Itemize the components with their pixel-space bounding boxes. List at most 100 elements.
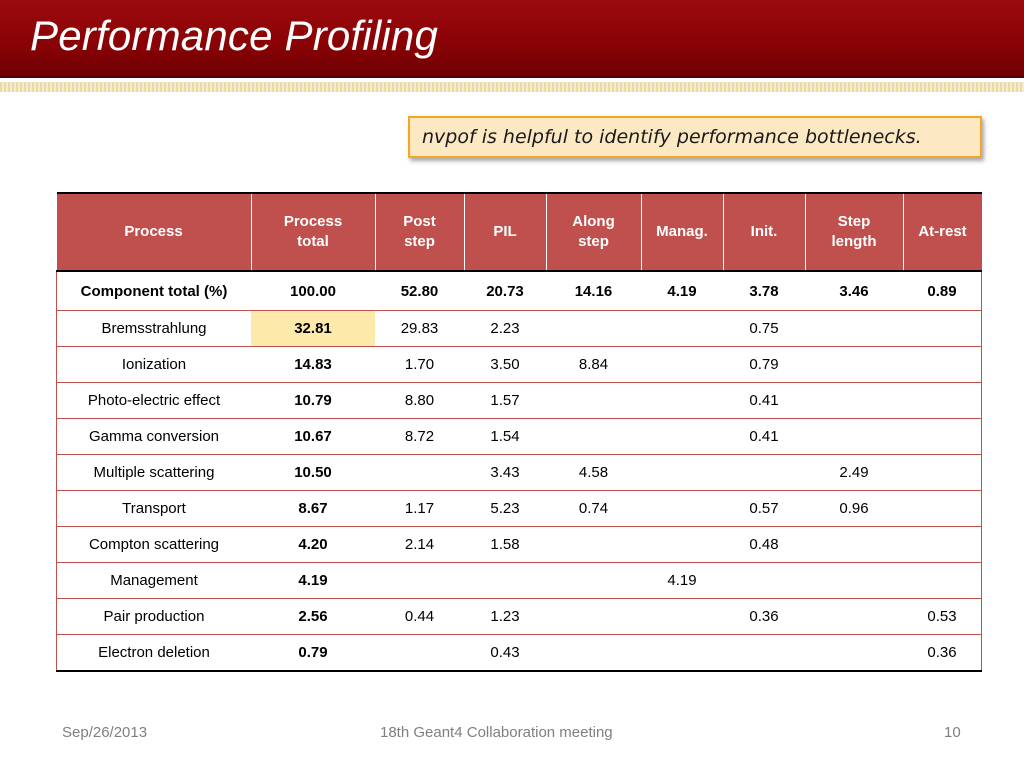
table-row: Ionization 14.83 1.70 3.50 8.84 0.79 <box>56 346 982 383</box>
cell-process-total: 100.00 <box>251 271 375 311</box>
header-process: Process <box>56 193 251 272</box>
cell-at-rest: 0.36 <box>903 634 982 672</box>
cell-process-total: 8.67 <box>251 490 375 527</box>
footer-event: 18th Geant4 Collaboration meeting <box>380 724 613 741</box>
cell-along-step: 14.16 <box>546 271 641 311</box>
cell-manag <box>641 598 723 635</box>
cell-post-step: 52.80 <box>375 271 464 311</box>
cell-manag <box>641 382 723 419</box>
cell-manag <box>641 310 723 347</box>
cell-post-step: 1.17 <box>375 490 464 527</box>
table-header-row: Process Process total Post step PIL Along s… <box>56 193 982 272</box>
callout-box: nvpof is helpful to identify performance… <box>408 116 982 158</box>
cell-init: 0.41 <box>723 418 805 455</box>
cell-along-step <box>546 634 641 672</box>
cell-at-rest: 0.89 <box>903 271 982 311</box>
cell-along-step <box>546 526 641 563</box>
cell-process: Transport <box>56 490 251 527</box>
title-bar: Performance Profiling <box>0 0 1024 78</box>
cell-at-rest <box>903 526 982 563</box>
cell-process-total: 32.81 <box>251 310 375 347</box>
cell-process: Pair production <box>56 598 251 635</box>
footer-date: Sep/26/2013 <box>62 724 148 741</box>
table-row: Management 4.19 4.19 <box>56 562 982 599</box>
header-at-rest: At-rest <box>902 193 982 272</box>
header-post-step: Post step <box>374 193 464 272</box>
table-row: Transport 8.67 1.17 5.23 0.74 0.57 0.96 <box>56 490 982 527</box>
cell-pil: 0.43 <box>464 634 546 672</box>
cell-pil: 5.23 <box>464 490 546 527</box>
cell-post-step <box>375 454 464 491</box>
cell-step-length: 0.96 <box>805 490 903 527</box>
table-body: Component total (%) 100.00 52.80 20.73 14.16… <box>56 271 982 672</box>
cell-pil: 1.54 <box>464 418 546 455</box>
cell-along-step: 4.58 <box>546 454 641 491</box>
cell-process: Compton scattering <box>56 526 251 563</box>
cell-pil: 3.50 <box>464 346 546 383</box>
cell-at-rest <box>903 562 982 599</box>
cell-pil: 1.58 <box>464 526 546 563</box>
table-row: Electron deletion 0.79 0.43 0.36 <box>56 634 982 672</box>
cell-at-rest <box>903 454 982 491</box>
table-row: Pair production 2.56 0.44 1.23 0.36 0.53 <box>56 598 982 635</box>
header-along-step: Along step <box>545 193 641 272</box>
cell-post-step: 0.44 <box>375 598 464 635</box>
cell-step-length <box>805 634 903 672</box>
cell-along-step <box>546 382 641 419</box>
cell-step-length: 2.49 <box>805 454 903 491</box>
cell-at-rest <box>903 310 982 347</box>
cell-pil <box>464 562 546 599</box>
cell-process: Electron deletion <box>56 634 251 672</box>
cell-post-step: 8.72 <box>375 418 464 455</box>
cell-post-step: 29.83 <box>375 310 464 347</box>
cell-process-total: 0.79 <box>251 634 375 672</box>
cell-init <box>723 634 805 672</box>
cell-pil: 20.73 <box>464 271 546 311</box>
cell-init: 0.41 <box>723 382 805 419</box>
cell-init: 0.48 <box>723 526 805 563</box>
cell-process: Gamma conversion <box>56 418 251 455</box>
cell-post-step: 8.80 <box>375 382 464 419</box>
header-manag: Manag. <box>640 193 723 272</box>
cell-init <box>723 562 805 599</box>
cell-post-step: 1.70 <box>375 346 464 383</box>
slide-title: Performance Profiling <box>30 12 439 59</box>
cell-manag <box>641 418 723 455</box>
cell-post-step: 2.14 <box>375 526 464 563</box>
cell-init: 3.78 <box>723 271 805 311</box>
table-row: Compton scattering 4.20 2.14 1.58 0.48 <box>56 526 982 563</box>
cell-pil: 1.23 <box>464 598 546 635</box>
cell-along-step: 0.74 <box>546 490 641 527</box>
cell-manag <box>641 454 723 491</box>
table-row: Multiple scattering 10.50 3.43 4.58 2.49 <box>56 454 982 491</box>
cell-pil: 2.23 <box>464 310 546 347</box>
cell-at-rest <box>903 490 982 527</box>
cell-process-total: 10.67 <box>251 418 375 455</box>
cell-process: Multiple scattering <box>56 454 251 491</box>
cell-process: Bremsstrahlung <box>56 310 251 347</box>
cell-along-step <box>546 562 641 599</box>
cell-step-length: 3.46 <box>805 271 903 311</box>
component-total-row: Component total (%) 100.00 52.80 20.73 14.16… <box>56 271 982 311</box>
cell-manag <box>641 490 723 527</box>
cell-init: 0.57 <box>723 490 805 527</box>
cell-step-length <box>805 562 903 599</box>
cell-manag: 4.19 <box>641 562 723 599</box>
cell-process-total: 10.50 <box>251 454 375 491</box>
cell-manag <box>641 634 723 672</box>
cell-post-step <box>375 634 464 672</box>
table-row: Bremsstrahlung 32.81 29.83 2.23 0.75 <box>56 310 982 347</box>
cell-init <box>723 454 805 491</box>
cell-post-step <box>375 562 464 599</box>
cell-init: 0.36 <box>723 598 805 635</box>
cell-init: 0.79 <box>723 346 805 383</box>
cell-manag <box>641 346 723 383</box>
cell-process-total: 10.79 <box>251 382 375 419</box>
cell-along-step: 8.84 <box>546 346 641 383</box>
cell-manag <box>641 526 723 563</box>
cell-init: 0.75 <box>723 310 805 347</box>
cell-step-length <box>805 310 903 347</box>
table-row: Photo-electric effect 10.79 8.80 1.57 0.41 <box>56 382 982 419</box>
cell-at-rest: 0.53 <box>903 598 982 635</box>
cell-along-step <box>546 418 641 455</box>
